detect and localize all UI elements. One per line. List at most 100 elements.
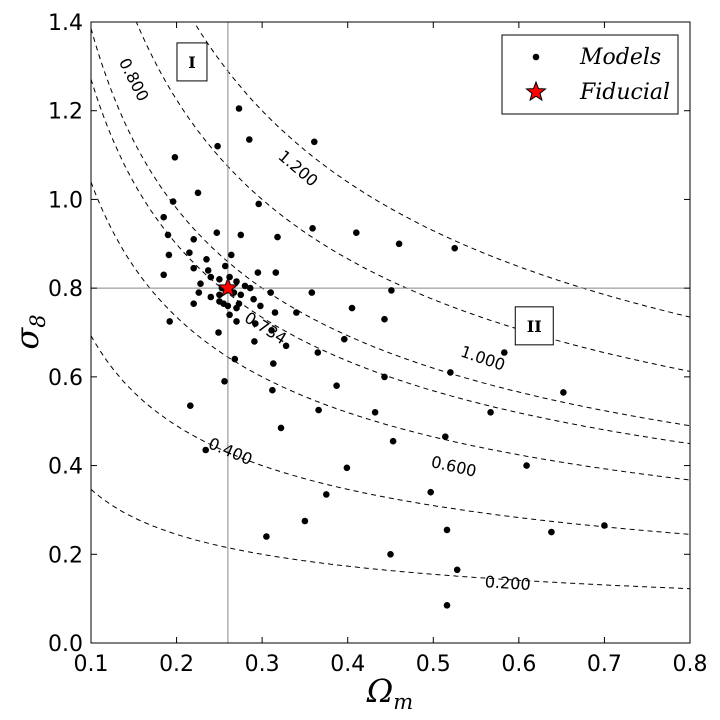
x-tick-label: 0.8 (673, 652, 708, 677)
model-point (311, 138, 318, 146)
model-point (427, 488, 435, 496)
y-tick-label: 0.6 (48, 366, 83, 391)
model-point (389, 437, 397, 445)
model-point (190, 236, 197, 243)
model-point (268, 327, 275, 334)
contour-line (135, 22, 690, 372)
model-point (160, 213, 167, 221)
model-point (348, 304, 356, 312)
model-point (216, 298, 223, 305)
model-point (166, 318, 173, 325)
model-point (207, 293, 215, 301)
model-point (501, 349, 508, 356)
model-point (164, 231, 172, 239)
model-point (231, 355, 239, 363)
model-point (226, 311, 233, 319)
model-point (255, 200, 262, 208)
model-point (214, 142, 221, 150)
model-point (353, 229, 360, 236)
model-point (293, 309, 300, 316)
model-point (190, 264, 197, 272)
model-point (215, 329, 222, 336)
model-point (343, 464, 351, 472)
model-point (241, 282, 249, 290)
x-tick-label: 0.5 (416, 652, 451, 677)
model-point (301, 517, 309, 525)
x-tick-label: 0.3 (245, 652, 280, 677)
region-box (514, 306, 554, 346)
model-point (443, 602, 451, 609)
legend-box (501, 34, 679, 115)
model-point (271, 309, 279, 316)
model-point (315, 406, 322, 414)
model-point (371, 409, 379, 416)
y-tick-label: 0.2 (48, 543, 83, 568)
model-point (194, 189, 202, 197)
model-point (190, 300, 197, 308)
y-axis-label: σ8 (8, 314, 50, 349)
model-point (381, 315, 388, 323)
model-point (160, 271, 167, 279)
model-point (216, 291, 223, 299)
model-point (252, 320, 259, 327)
contour-line (91, 488, 690, 590)
contour-label: 0.200 (484, 572, 531, 594)
model-point (169, 198, 177, 205)
model-point (523, 462, 530, 469)
model-point (187, 402, 194, 410)
model-point (222, 262, 229, 270)
contour-line (91, 78, 690, 445)
model-point (548, 528, 555, 536)
legend-models-marker (532, 53, 540, 61)
y-tick-label: 1.4 (48, 11, 83, 36)
model-point (204, 267, 212, 274)
model-point (237, 231, 245, 239)
y-tick-label: 0.8 (48, 277, 83, 302)
fiducial-star (217, 276, 239, 298)
y-tick-label: 0.0 (48, 632, 83, 657)
model-point (388, 287, 395, 294)
model-point (442, 433, 449, 441)
contour-line (91, 181, 690, 481)
model-point (395, 240, 403, 248)
region-label: I (188, 53, 195, 72)
model-point (263, 533, 270, 540)
model-point (387, 551, 394, 558)
model-point (274, 233, 281, 241)
legend: Models Fiducial (501, 34, 679, 115)
model-point (233, 278, 240, 285)
model-point (272, 269, 280, 276)
model-point (560, 389, 567, 396)
model-point (197, 280, 204, 288)
model-point (257, 302, 264, 310)
model-point (314, 349, 322, 356)
model-point (269, 386, 276, 394)
region-box (176, 42, 208, 82)
model-point (171, 154, 179, 161)
model-point (237, 291, 245, 299)
model-point (216, 276, 223, 283)
model-point (246, 136, 253, 143)
model-point (233, 304, 240, 312)
model-point (202, 446, 209, 454)
plot-frame (90, 21, 691, 644)
contour-line (91, 335, 690, 535)
model-point (453, 566, 461, 574)
y-tick-label: 1.0 (48, 188, 83, 213)
x-tick-label: 0.1 (74, 652, 109, 677)
x-axis-label: Ωm (366, 672, 413, 714)
x-tick-label: 0.4 (330, 652, 365, 677)
model-point (270, 360, 277, 367)
model-point (213, 229, 221, 236)
legend-fiducial-label: Fiducial (579, 80, 670, 105)
x-tick-label: 0.2 (159, 652, 194, 677)
model-point (487, 409, 494, 416)
model-point (250, 295, 257, 303)
model-point (246, 284, 254, 292)
model-point (207, 273, 215, 281)
x-tick-label: 0.7 (587, 652, 622, 677)
model-point (277, 424, 285, 432)
model-point (282, 342, 290, 350)
model-point (228, 251, 235, 259)
